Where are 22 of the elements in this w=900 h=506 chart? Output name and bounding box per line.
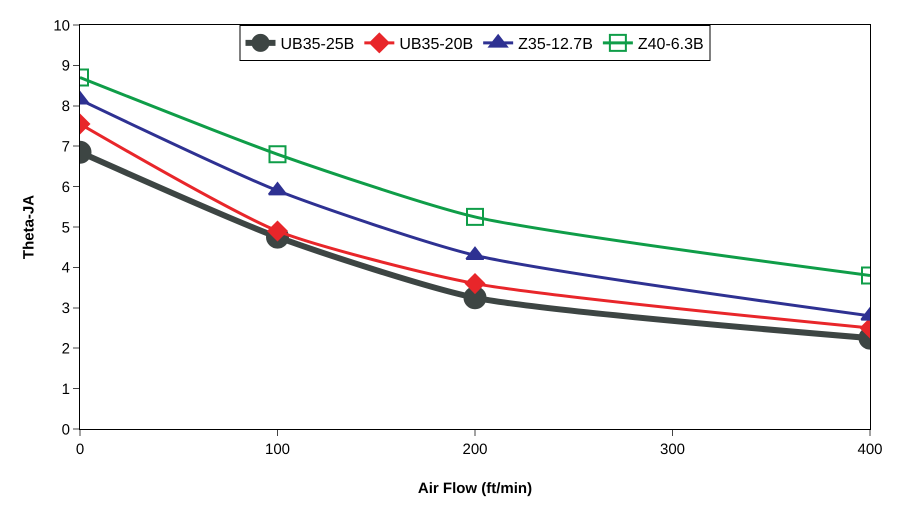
- legend-label: Z40-6.3B: [638, 36, 704, 54]
- x-tick-label: 200: [462, 441, 488, 458]
- y-tick-label: 8: [62, 98, 70, 116]
- x-tick-label: 300: [660, 441, 686, 458]
- legend-label: UB35-25B: [280, 36, 354, 54]
- y-tick-label: 9: [62, 58, 70, 75]
- y-tick-label: 4: [62, 260, 70, 277]
- y-tick-label: 3: [62, 300, 70, 318]
- y-tick-label: 7: [62, 138, 70, 156]
- y-tick-label: 10: [53, 17, 70, 34]
- y-tick-label: 0: [62, 421, 70, 438]
- x-tick-label: 400: [857, 441, 883, 458]
- y-tick-label: 5: [62, 219, 70, 236]
- x-axis-title: Air Flow (ft/min): [418, 480, 532, 497]
- legend-label: Z35-12.7B: [518, 36, 593, 54]
- x-tick-label: 0: [76, 441, 84, 458]
- y-tick-label: 1: [62, 380, 70, 398]
- legend-label: UB35-20B: [399, 36, 474, 54]
- y-tick-label: 6: [62, 178, 70, 196]
- x-tick-label: 100: [264, 441, 290, 458]
- y-tick-label: 2: [62, 340, 70, 358]
- y-axis-title: Theta-JA: [20, 194, 38, 260]
